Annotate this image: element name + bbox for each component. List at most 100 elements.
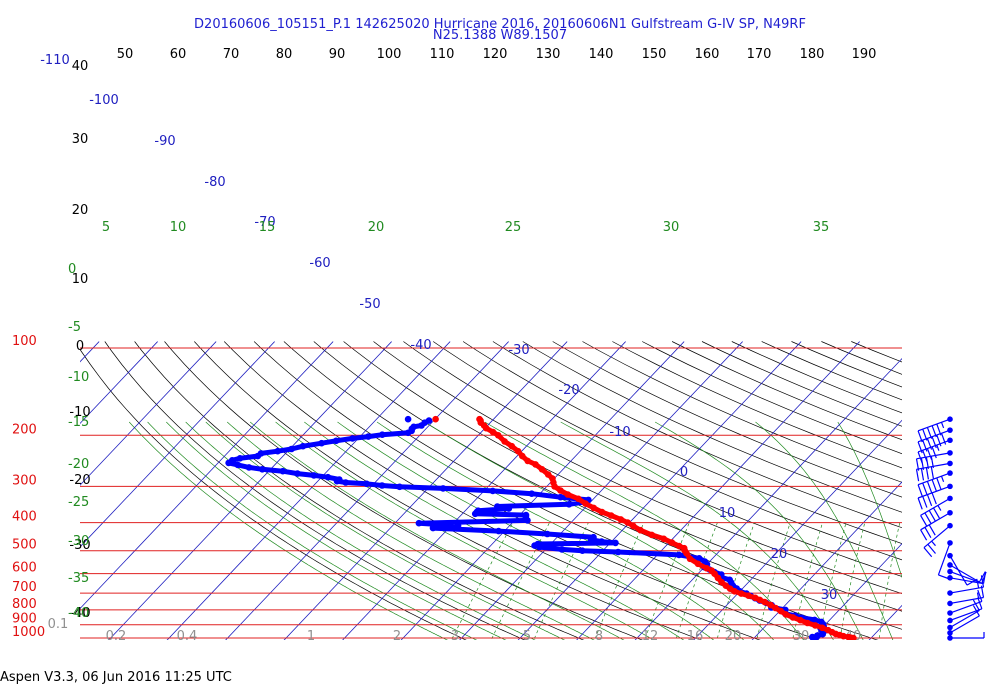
moist-adiabat-side-label: -30	[68, 534, 89, 549]
dewpoint-point	[299, 442, 307, 450]
isotherm-line	[576, 341, 860, 640]
mixing-ratio-label: 16	[687, 629, 704, 644]
moist-adiabat-line	[654, 421, 864, 640]
temperature-point	[582, 500, 589, 507]
dewpoint-point	[701, 558, 709, 565]
moist-adiabat-line	[226, 421, 595, 640]
dry-adiabat-line	[373, 341, 902, 594]
wind-barb-staff	[917, 429, 951, 443]
temperature-point	[648, 531, 656, 539]
dry-adiabat-line	[164, 341, 644, 640]
moist-adiabat-top-label: 30	[663, 220, 680, 235]
isotherm-line	[634, 357, 902, 640]
wind-barb	[947, 589, 983, 616]
wind-barb-staff	[949, 615, 980, 634]
isotherm-label: -10	[609, 425, 630, 440]
moist-adiabat-line	[337, 421, 715, 640]
wind-barb-station	[947, 568, 953, 575]
wind-barb-station	[947, 590, 953, 596]
wind-barb	[917, 483, 953, 510]
temperature-point	[694, 560, 702, 568]
temperature-point	[789, 614, 797, 621]
dry-adiabat-line	[433, 341, 902, 561]
mixing-ratio-label: 8	[595, 629, 603, 644]
pressure-tick-label: 100	[12, 334, 37, 349]
isotherm-label: -90	[154, 134, 175, 149]
moist-adiabat-line	[205, 421, 566, 640]
top-axis-tick-label: 160	[695, 47, 720, 62]
wind-barb-station	[947, 483, 953, 490]
wind-barb-feather	[932, 507, 941, 519]
moist-adiabat-line	[484, 421, 805, 640]
wind-barb-feather	[928, 524, 936, 536]
dry-adiabat-line	[761, 341, 902, 401]
wind-barb	[947, 562, 986, 583]
wind-barb-feather	[922, 496, 928, 508]
wind-barb	[947, 632, 985, 641]
isotherm-label: 10	[719, 506, 736, 521]
wind-barb-feather	[917, 484, 923, 497]
wind-barb-feather	[980, 575, 985, 588]
moist-adiabat-line	[166, 421, 507, 640]
chart-title-line2: N25.1388 W89.1507	[432, 28, 568, 43]
mixing-ratio-label: 20	[725, 629, 742, 644]
moist-adiabat-side-label: -5	[68, 320, 81, 335]
dewpoint-point	[522, 511, 530, 519]
dry-adiabat-line	[313, 341, 902, 630]
moist-adiabat-line	[755, 421, 894, 640]
temperature-point	[476, 415, 483, 423]
wind-barb-feather	[925, 467, 929, 480]
temperature-point	[782, 611, 790, 618]
temperature-point	[607, 512, 615, 519]
pressure-tick-label: 200	[12, 422, 37, 437]
temperature-point	[630, 522, 637, 530]
temperature-point	[557, 487, 564, 494]
isotherm-label: -100	[89, 93, 119, 108]
mixing-ratio-label: 1	[307, 629, 315, 644]
wind-barb-staff	[949, 586, 984, 594]
wind-barb-feather	[931, 492, 937, 505]
dewpoint-point	[349, 435, 356, 442]
footer-version-date: Aspen V3.3, 06 Jun 2016 11:25 UTC	[0, 670, 232, 685]
mixing-ratio-line	[675, 522, 718, 640]
isotherm-label: -60	[309, 256, 330, 271]
wind-barb-half-feather	[931, 540, 936, 547]
wind-barb-station	[947, 600, 953, 607]
moist-adiabat-line	[147, 421, 478, 640]
dewpoint-point	[342, 479, 350, 486]
mixing-ratio-label: 12	[642, 629, 659, 644]
top-axis-tick-label: 190	[852, 47, 877, 62]
isotherm-line	[751, 481, 902, 640]
dewpoint-point	[565, 501, 573, 508]
temperature-point	[686, 555, 694, 563]
dewpoint-point	[695, 555, 703, 562]
wind-barb-feather	[927, 543, 936, 554]
pressure-tick-label: 600	[12, 561, 37, 576]
wind-barb	[923, 522, 953, 558]
dewpoint-point	[675, 551, 683, 559]
temperature-point	[675, 542, 683, 550]
isotherm-line	[517, 341, 802, 640]
temperature-point	[777, 607, 784, 615]
wind-barb-feather	[926, 494, 933, 507]
left-temperature-label: 0	[76, 339, 84, 354]
isotherm-label: 30	[821, 588, 838, 603]
left-temperature-label: 30	[72, 132, 89, 147]
left-temperature-label: 10	[72, 272, 89, 287]
top-axis-tick-label: 110	[430, 47, 455, 62]
mixing-ratio-line	[878, 522, 901, 640]
mixing-ratio-label: 0.1	[48, 617, 69, 632]
mixing-ratio-line	[839, 522, 866, 640]
wind-barb	[917, 437, 953, 464]
wind-barb-staff	[917, 472, 951, 486]
wind-barb-station	[947, 470, 953, 476]
dewpoint-point	[814, 632, 821, 639]
dewpoint-point	[234, 461, 242, 469]
wind-barb-staff	[937, 542, 951, 576]
temperature-point	[624, 519, 631, 526]
dry-adiabat-line	[134, 341, 585, 640]
wind-barb-half-feather	[937, 505, 942, 511]
mixing-ratio-label: 2	[393, 629, 401, 644]
wind-barb	[947, 575, 985, 596]
dewpoint-point	[439, 485, 447, 492]
